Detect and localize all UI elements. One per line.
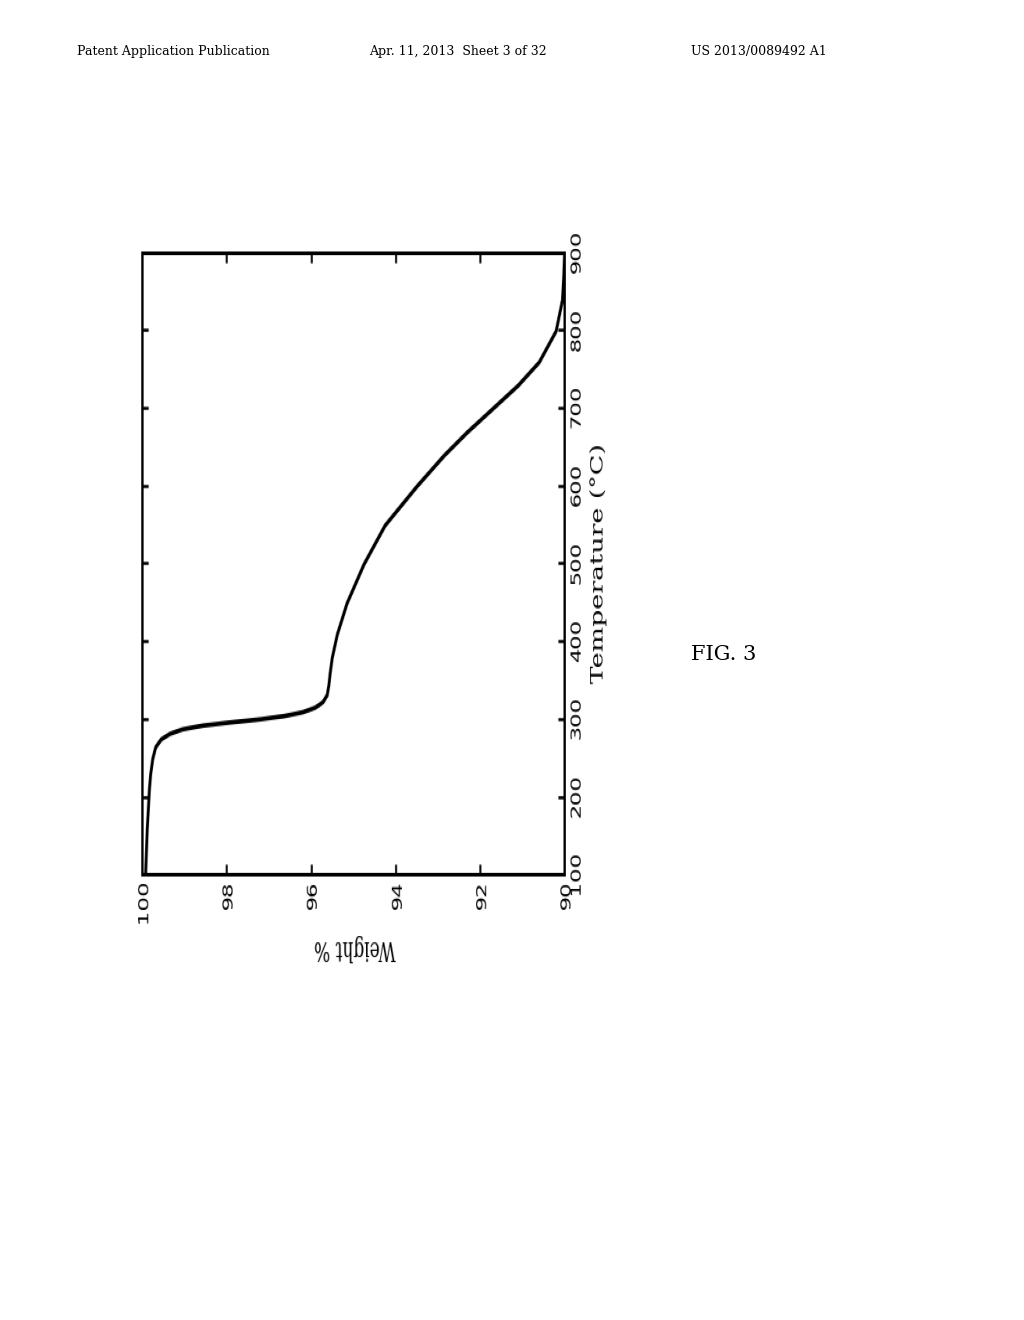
Text: Patent Application Publication: Patent Application Publication: [77, 45, 269, 58]
Text: Apr. 11, 2013  Sheet 3 of 32: Apr. 11, 2013 Sheet 3 of 32: [369, 45, 546, 58]
Text: FIG. 3: FIG. 3: [691, 645, 757, 664]
Text: US 2013/0089492 A1: US 2013/0089492 A1: [691, 45, 827, 58]
